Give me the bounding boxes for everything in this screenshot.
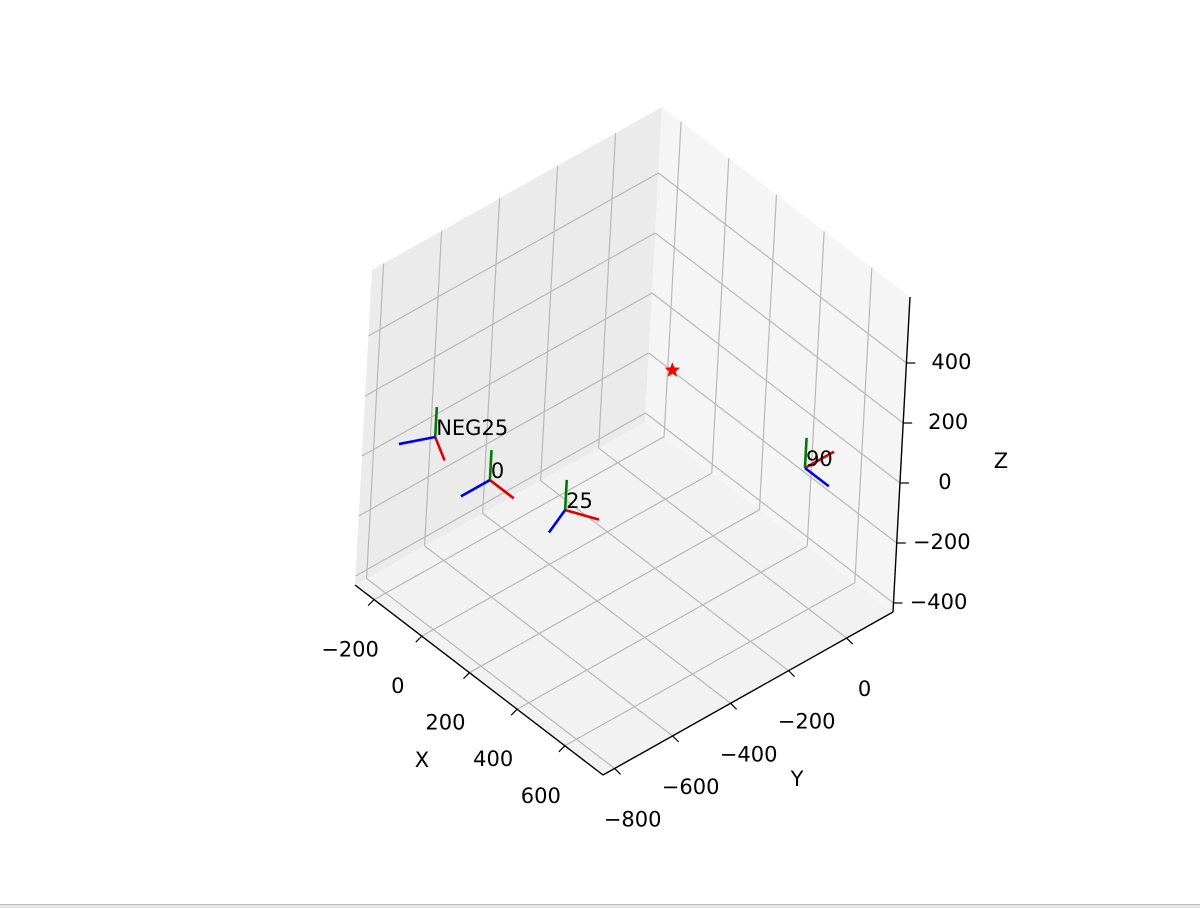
grid-line xyxy=(364,232,656,397)
frame-x-axis xyxy=(433,436,446,461)
x-tick-label: −200 xyxy=(321,638,379,662)
frame-x-axis xyxy=(489,479,515,500)
tick-mark xyxy=(730,702,738,710)
y-tick-label: −600 xyxy=(662,775,720,799)
grid-line xyxy=(540,165,559,481)
z-tick-label: −400 xyxy=(910,590,968,614)
frame-label: 0 xyxy=(491,459,504,483)
frame-z-axis xyxy=(563,479,569,511)
tick-mark xyxy=(463,672,470,680)
grid-line xyxy=(598,133,617,449)
grid-line xyxy=(758,194,778,510)
grid-line xyxy=(598,447,847,639)
grid-line xyxy=(373,436,665,601)
x-tick-label: 600 xyxy=(521,784,561,808)
frame-y-axis xyxy=(398,435,436,446)
grid-line xyxy=(482,198,501,514)
grid-line xyxy=(645,412,894,604)
z-tick-label: 200 xyxy=(928,410,968,434)
y-tick-label: 0 xyxy=(858,677,871,701)
grid-line xyxy=(469,509,760,674)
frame-label: 90 xyxy=(806,447,833,471)
grid-line xyxy=(366,263,385,579)
tick-mark xyxy=(415,635,423,643)
grid-line xyxy=(424,545,673,737)
x-tick-label: 400 xyxy=(473,747,513,771)
grid-line xyxy=(421,472,713,637)
frame-x-axis xyxy=(564,508,600,521)
y-tick-label: −400 xyxy=(720,742,778,766)
left-pane xyxy=(355,107,662,585)
z-axis xyxy=(892,296,911,613)
grid-line xyxy=(564,582,856,747)
grid-line xyxy=(648,352,898,544)
tick-mark xyxy=(614,768,622,775)
y-axis-label: Y xyxy=(790,767,804,791)
grid-line xyxy=(658,172,907,364)
grid-line xyxy=(651,292,901,484)
right-pane xyxy=(645,107,910,612)
frame-label: 25 xyxy=(566,489,593,513)
tick-mark xyxy=(367,599,375,607)
grid-line xyxy=(654,232,904,424)
tick-mark xyxy=(558,745,566,753)
tick-mark xyxy=(788,670,796,678)
x-axis-label: X xyxy=(415,748,429,772)
tick-mark xyxy=(846,637,854,645)
x-tick-label: 0 xyxy=(391,674,404,698)
tick-mark xyxy=(510,708,518,716)
y-tick-label: −800 xyxy=(604,807,662,831)
grid-line xyxy=(540,480,789,672)
frame-z-axis xyxy=(803,437,808,469)
grid-line xyxy=(482,512,731,704)
z-axis-label: Z xyxy=(994,449,1008,473)
frame-y-axis xyxy=(804,466,830,488)
grid-line xyxy=(711,158,730,474)
grid-line xyxy=(854,267,873,583)
frame-label: NEG25 xyxy=(436,416,508,440)
grid-line xyxy=(358,352,650,517)
grid-line xyxy=(806,231,825,547)
y-axis xyxy=(602,611,894,776)
grid-line xyxy=(663,121,682,437)
x-axis xyxy=(354,584,604,776)
z-tick-label: 0 xyxy=(938,470,951,494)
x-tick-label: 200 xyxy=(425,711,465,735)
z-tick-label: 400 xyxy=(931,350,971,374)
grid-line xyxy=(424,230,443,546)
grid-line xyxy=(361,292,653,457)
frame-y-axis xyxy=(460,478,491,498)
grid-line xyxy=(368,172,659,337)
frame-z-axis xyxy=(488,449,493,481)
z-tick-label: −200 xyxy=(913,530,971,554)
grid-line xyxy=(516,545,808,710)
frame-z-axis xyxy=(433,406,439,438)
window-edge xyxy=(0,904,1200,908)
frame-x-axis xyxy=(804,450,835,470)
grid-line xyxy=(366,578,615,769)
tick-mark xyxy=(672,735,680,743)
grid-line xyxy=(355,412,646,577)
target-marker xyxy=(664,362,680,377)
frame-y-axis xyxy=(547,509,567,534)
y-tick-label: −200 xyxy=(778,710,836,734)
